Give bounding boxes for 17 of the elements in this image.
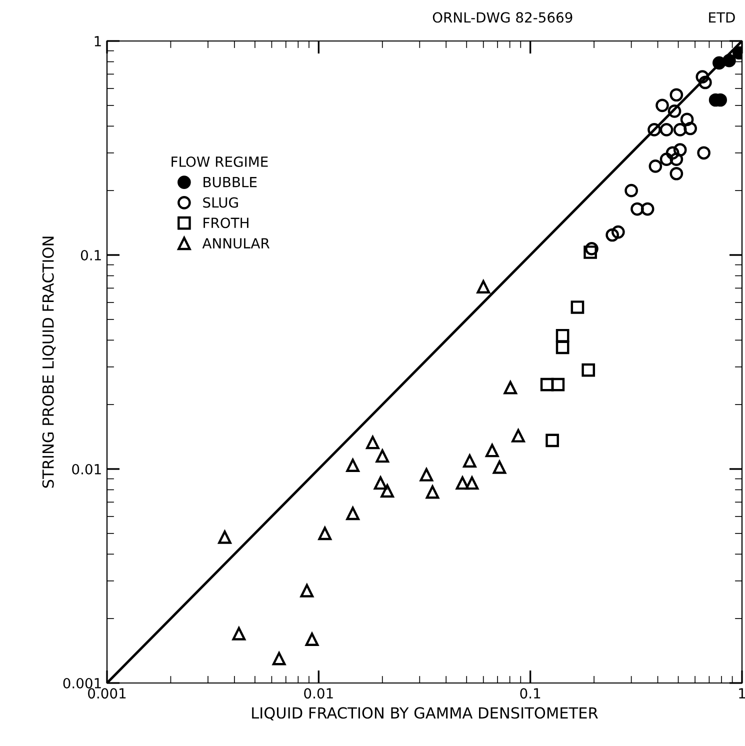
x-tick-label: 1 — [739, 688, 745, 698]
text: ETD — [709, 12, 735, 22]
legend-label: FROTH — [204, 218, 248, 228]
y-tick-label: 0.01 — [72, 464, 101, 474]
x-tick-label: 0.01 — [304, 688, 333, 699]
y-axis-title: STRING PROBE LIQUID FRACTION — [42, 236, 56, 488]
y-tick-label: 0.001 — [63, 678, 101, 688]
legend-label: ANNULAR — [202, 238, 270, 249]
legend-label: BUBBLE — [204, 177, 257, 188]
y-tick-label: 0.1 — [80, 250, 101, 260]
x-tick-label: 0.001 — [88, 688, 126, 699]
legend-title: FLOW REGIME — [172, 156, 268, 167]
x-tick-label: 0.1 — [520, 688, 540, 699]
y-tick-label: 1 — [94, 36, 101, 46]
text: ORNL-DWG 82-5669 — [432, 12, 572, 23]
legend-label: SLUG — [203, 197, 238, 208]
x-axis-title: LIQUID FRACTION BY GAMMA DENSITOMETER — [252, 707, 598, 720]
